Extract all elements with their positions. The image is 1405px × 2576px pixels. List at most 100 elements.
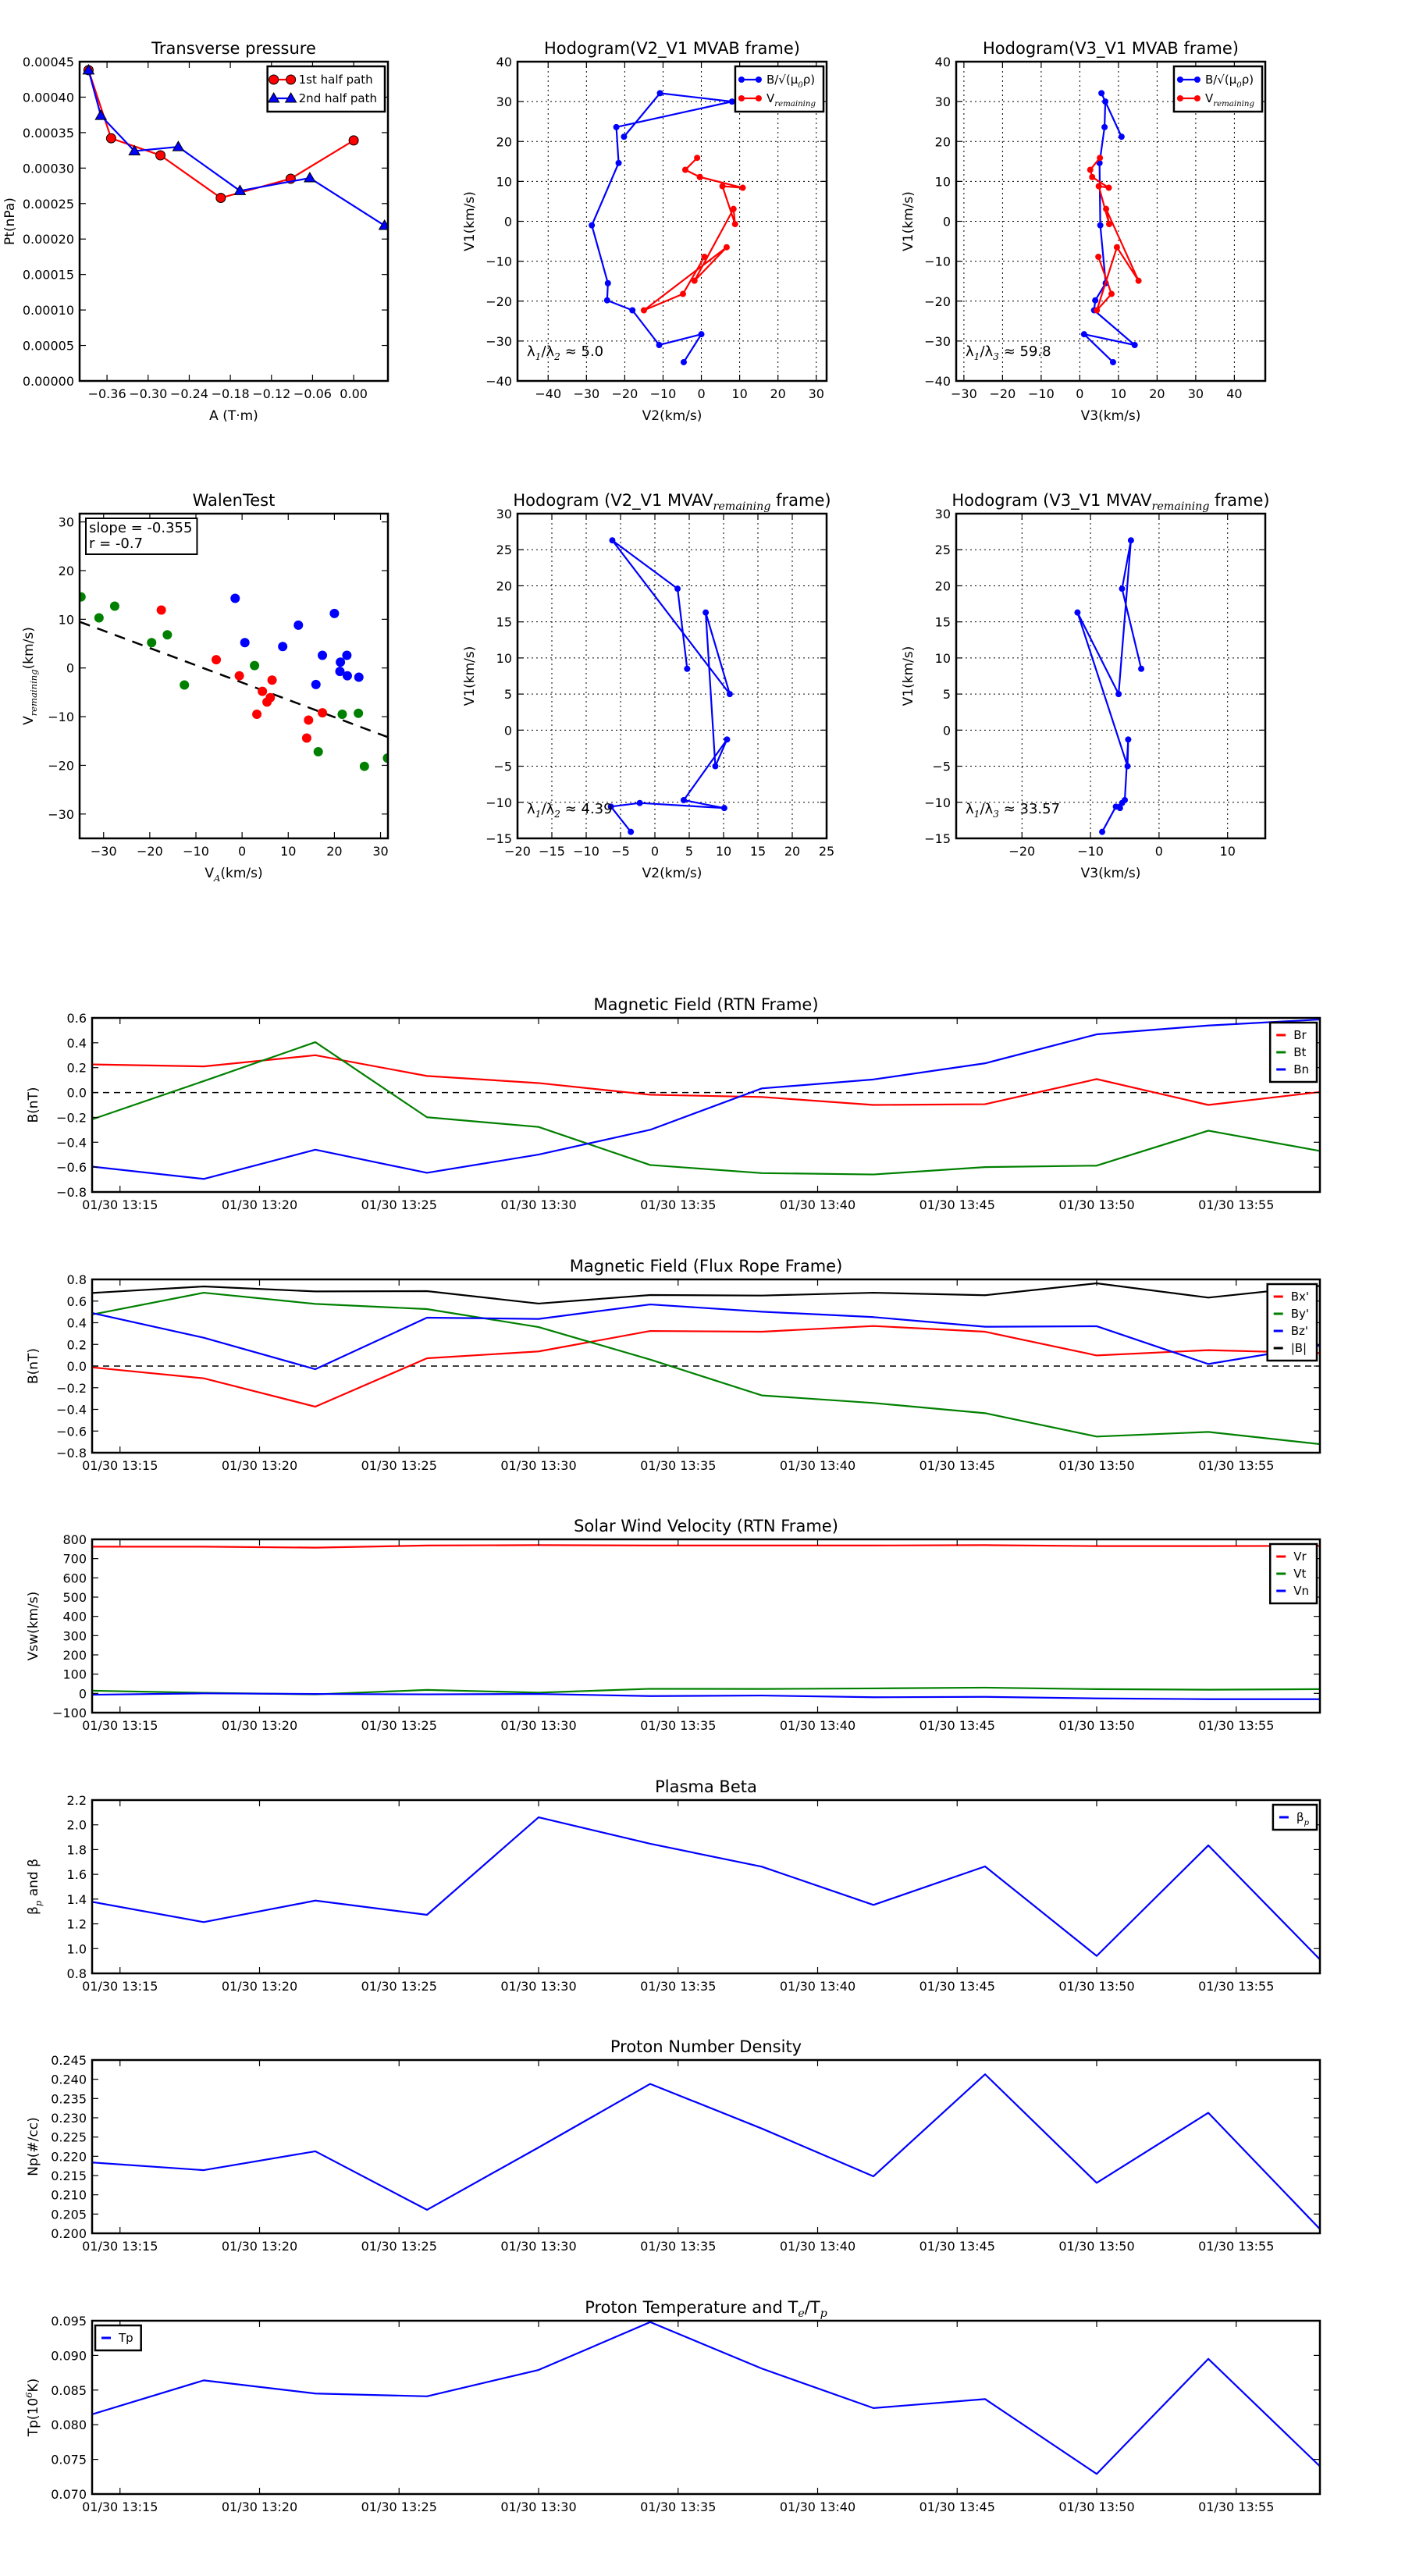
x-tick-label: 01/30 13:55 bbox=[1198, 2239, 1274, 2254]
x-tick-label: 01/30 13:30 bbox=[500, 1197, 576, 1212]
data-point bbox=[1112, 803, 1119, 810]
y-tick-label: 2.0 bbox=[67, 1818, 87, 1833]
data-point bbox=[156, 605, 166, 615]
y-tick-label: 0.00025 bbox=[23, 197, 74, 212]
data-point bbox=[329, 608, 340, 618]
data-point bbox=[1087, 166, 1094, 173]
data-point bbox=[680, 358, 687, 365]
x-tick-label: −20 bbox=[990, 386, 1016, 401]
y-tick-label: 800 bbox=[62, 1532, 87, 1547]
data-point bbox=[636, 799, 643, 806]
data-point bbox=[724, 736, 731, 743]
data-point bbox=[278, 642, 288, 652]
y-tick-label: 10 bbox=[59, 612, 74, 627]
y-axis-label: Vremaining(km/s) bbox=[21, 627, 39, 725]
y-tick-label: 0.2 bbox=[67, 1337, 87, 1352]
data-point bbox=[680, 797, 687, 804]
chart-hodogram-v2-v1-mvab: −40 −30 −20 −10 0 10 20 30 −40 −30 −20 −10 0 10 20 30 40… bbox=[462, 39, 828, 424]
data-point bbox=[212, 655, 222, 665]
y-axis-label: B(nT) bbox=[26, 1348, 41, 1384]
chart-solar-wind-velocity: 01/30 13:15 01/30 13:20 01/30 13:25 01/30 1… bbox=[26, 1517, 1321, 1733]
chart-magnetic-field-flux-rope: 01/30 13:15 01/30 13:20 01/30 13:25 01/30 1… bbox=[26, 1257, 1321, 1473]
axes-frame bbox=[78, 512, 389, 840]
data-point bbox=[1097, 155, 1104, 162]
chart-title: Solar Wind Velocity (RTN Frame) bbox=[574, 1517, 838, 1535]
y-tick-label: −15 bbox=[486, 831, 512, 846]
x-tick-label: 01/30 13:50 bbox=[1058, 2239, 1134, 2254]
data-point bbox=[1101, 123, 1108, 130]
legend-label: Vt bbox=[1293, 1567, 1306, 1581]
legend: Tp bbox=[94, 2324, 142, 2352]
legend-label: 1st half path bbox=[299, 73, 373, 87]
x-tick-label: 01/30 13:50 bbox=[1058, 2500, 1134, 2514]
x-tick-label: 20 bbox=[1149, 386, 1165, 401]
data-point bbox=[728, 98, 735, 105]
chart-title: Hodogram(V3_V1 MVAB frame) bbox=[983, 39, 1239, 59]
legend-label: By' bbox=[1291, 1307, 1309, 1321]
legend: 1st half path 2nd half path bbox=[266, 65, 386, 113]
x-tick-label: 01/30 13:25 bbox=[361, 2239, 437, 2254]
data-point bbox=[698, 331, 705, 338]
y-tick-label: 0.00015 bbox=[23, 268, 74, 283]
data-point bbox=[1124, 763, 1131, 770]
series-line bbox=[92, 1054, 1320, 1106]
data-point bbox=[696, 173, 703, 180]
x-tick-label: 01/30 13:25 bbox=[361, 1458, 437, 1473]
y-tick-label: 400 bbox=[62, 1610, 87, 1624]
chart-plasma-beta: 01/30 13:15 01/30 13:20 01/30 13:25 01/30 1… bbox=[26, 1777, 1321, 1994]
walen-test-series-2 bbox=[230, 593, 364, 689]
slope-text: slope = -0.355 bbox=[89, 520, 192, 536]
x-tick-label: 01/30 13:45 bbox=[919, 1197, 995, 1212]
series-line bbox=[92, 1041, 1320, 1176]
y-tick-label: 0.00030 bbox=[23, 161, 74, 176]
y-tick-label: 5 bbox=[943, 687, 951, 702]
data-point bbox=[336, 657, 346, 667]
data-point bbox=[337, 709, 347, 719]
data-point bbox=[313, 746, 323, 756]
data-point bbox=[1119, 585, 1126, 592]
legend-item: Tp bbox=[101, 2331, 133, 2345]
x-tick-label: −0.36 bbox=[88, 386, 126, 401]
legend-label: Bx' bbox=[1291, 1290, 1309, 1304]
x-tick-label: 0 bbox=[697, 386, 705, 401]
y-tick-label: 0 bbox=[66, 661, 74, 676]
x-tick-label: 01/30 13:50 bbox=[1058, 1197, 1134, 1212]
x-tick-label: −10 bbox=[1028, 386, 1055, 401]
x-tick-label: 01/30 13:30 bbox=[500, 1718, 576, 1733]
y-tick-label: 2.2 bbox=[67, 1793, 87, 1808]
plot-area bbox=[92, 2321, 1320, 2475]
y-tick-label: 30 bbox=[935, 94, 951, 109]
data-point bbox=[1131, 341, 1138, 348]
series-line bbox=[92, 1018, 1320, 1180]
x-tick-label: 01/30 13:15 bbox=[82, 2239, 158, 2254]
data-point bbox=[1095, 254, 1102, 261]
proton-temperature-series-0 bbox=[92, 2321, 1320, 2475]
x-tick-label: 30 bbox=[372, 844, 388, 859]
y-tick-label: −30 bbox=[924, 334, 951, 349]
axes-frame bbox=[955, 512, 1267, 840]
data-point bbox=[240, 638, 250, 648]
y-tick-label: 30 bbox=[496, 94, 512, 109]
y-tick-label: 0.00035 bbox=[23, 126, 74, 141]
data-point bbox=[128, 144, 141, 156]
legend-item: 1st half path bbox=[269, 73, 373, 87]
x-tick-label: 0 bbox=[1076, 386, 1083, 401]
legend: Vr Vt Vn bbox=[1268, 1542, 1318, 1605]
x-tick-label: −15 bbox=[539, 844, 565, 859]
y-tick-label: 100 bbox=[62, 1667, 87, 1682]
fit-line bbox=[80, 621, 388, 738]
y-tick-label: −0.8 bbox=[56, 1446, 87, 1461]
plot-area bbox=[92, 2073, 1320, 2230]
plot-area bbox=[80, 592, 388, 771]
x-tick-label: −30 bbox=[951, 386, 977, 401]
y-tick-label: 0.8 bbox=[67, 1272, 87, 1287]
data-point bbox=[293, 620, 304, 630]
x-axis-label: A (T·m) bbox=[209, 408, 258, 424]
data-point bbox=[1097, 222, 1104, 229]
y-tick-label: 1.2 bbox=[67, 1917, 87, 1932]
y-tick-label: 0.210 bbox=[51, 2188, 87, 2203]
x-axis-label: V2(km/s) bbox=[642, 408, 702, 424]
data-point bbox=[730, 205, 737, 212]
legend-item: Vr bbox=[1276, 1550, 1307, 1564]
